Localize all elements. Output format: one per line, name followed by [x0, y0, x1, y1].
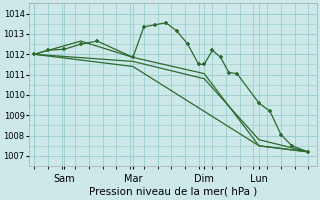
- X-axis label: Pression niveau de la mer( hPa ): Pression niveau de la mer( hPa ): [89, 187, 257, 197]
